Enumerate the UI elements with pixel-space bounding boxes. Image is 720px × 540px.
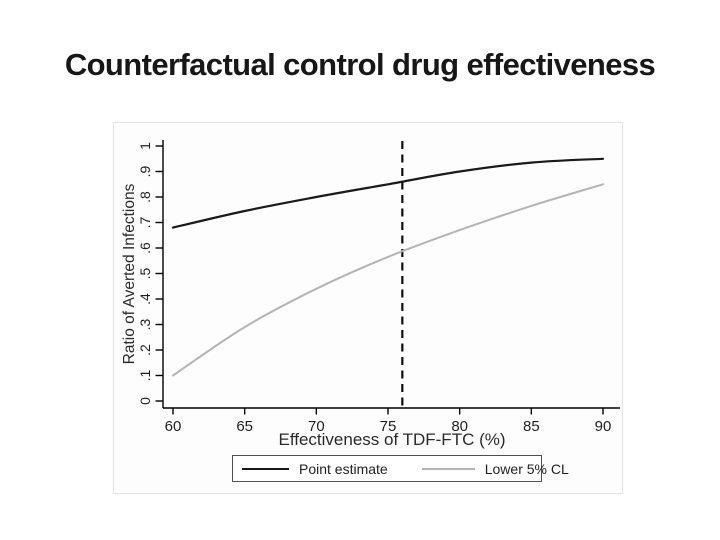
slide-title: Counterfactual control drug effectivenes… (64, 47, 656, 82)
y-tick-label: .6 (137, 242, 153, 254)
axis-lines (162, 140, 620, 409)
chart-panel (113, 122, 623, 494)
legend-label-lower-cl: Lower 5% CL (484, 460, 569, 477)
y-tick-label: .5 (137, 267, 153, 279)
y-tick-label: .8 (137, 191, 153, 203)
legend-item-point-estimate: Point estimate (242, 461, 388, 477)
legend-item-lower-cl: Lower 5% CL (421, 460, 569, 477)
y-tick-label: .1 (137, 369, 153, 381)
y-tick-label: .2 (137, 344, 153, 356)
series-line-lower-5-cl (172, 183, 604, 377)
x-axis-title: Effectiveness of TDF-FTC (%) (278, 430, 505, 449)
x-tick-label: 80 (451, 418, 468, 435)
x-tick-label: 70 (308, 418, 325, 435)
y-tick-label: .9 (137, 165, 153, 177)
x-tick-label: 60 (165, 418, 182, 435)
legend-label-point-estimate: Point estimate (299, 460, 388, 477)
series-line-point-estimate (171, 157, 605, 229)
y-tick-label: .3 (137, 318, 153, 330)
x-tick-label: 75 (380, 418, 397, 435)
chart-legend: Point estimate Lower 5% CL (232, 455, 569, 482)
legend-line-sample-black (242, 467, 289, 470)
x-tick-label: 65 (236, 418, 253, 435)
y-axis-title: Ratio of Averted Infections (121, 183, 138, 364)
y-tick-label: .7 (137, 216, 153, 228)
x-tick-label: 85 (523, 418, 540, 435)
y-tick-label: 1 (137, 142, 153, 150)
y-tick-label: 0 (137, 397, 153, 405)
legend-line-sample-gray (421, 467, 475, 470)
y-tick-label: .4 (137, 293, 153, 305)
x-tick-label: 90 (595, 418, 612, 435)
